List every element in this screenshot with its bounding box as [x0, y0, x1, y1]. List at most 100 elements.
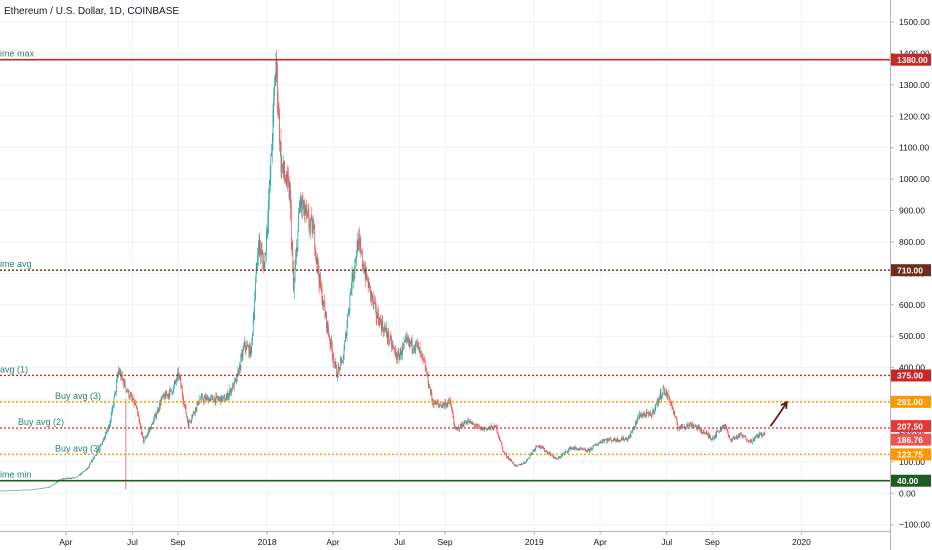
candle [149, 426, 151, 432]
candle [424, 358, 426, 373]
candle-body [489, 426, 490, 428]
candle [18, 490, 20, 491]
candle-body [583, 448, 585, 450]
candle [759, 431, 761, 438]
candle [589, 449, 591, 453]
candle-body [486, 428, 488, 430]
candle [200, 396, 201, 400]
candle-body [426, 369, 428, 376]
candle-body [15, 490, 16, 491]
candle [154, 413, 155, 423]
candle [564, 450, 566, 454]
candle-body [105, 434, 106, 438]
trend-arrow[interactable] [769, 400, 788, 427]
candle [735, 436, 736, 440]
price-tag-bg [891, 420, 931, 433]
candle-body [167, 394, 168, 397]
candle-body [320, 287, 322, 289]
price-axis[interactable]: −100.000.00100.00200.00300.00400.00500.0… [890, 0, 932, 550]
candle-body [468, 420, 469, 422]
candle [689, 421, 691, 425]
candle [666, 389, 668, 399]
candle-body [529, 455, 531, 458]
candle-body [112, 406, 114, 410]
candle [427, 371, 429, 388]
candle [698, 423, 700, 429]
candle [287, 165, 288, 192]
candle [218, 395, 220, 402]
candle-body [640, 416, 642, 417]
candle [372, 293, 373, 305]
candle-body [550, 454, 552, 456]
time-axis[interactable]: Apr Jul Sep 2018 Apr Jul Sep 2019 Apr Jul Sep 2020 [0, 531, 890, 550]
candle-body [116, 376, 118, 383]
candle-body [122, 378, 124, 381]
candle-body [177, 371, 179, 375]
candle [62, 478, 64, 480]
candle-body [622, 437, 624, 440]
candle-body [207, 397, 209, 403]
candle-body [277, 65, 278, 101]
candle [343, 344, 345, 360]
candle-body [20, 490, 22, 491]
candle [337, 362, 339, 379]
candle [389, 333, 391, 344]
candle [719, 426, 721, 433]
candle [415, 340, 417, 355]
candle-body [326, 312, 327, 328]
candle-body [461, 423, 463, 427]
candle-body [249, 345, 250, 355]
candle-body [532, 450, 534, 453]
candle [252, 312, 254, 337]
candle [20, 489, 21, 491]
candle-body [252, 333, 253, 340]
candle [152, 420, 154, 426]
candle [201, 393, 203, 397]
candle [667, 389, 669, 398]
candle [708, 433, 710, 440]
price-tag-label: 207.50 [897, 421, 923, 431]
candle [355, 256, 357, 264]
candle [490, 423, 492, 431]
candle [197, 399, 199, 406]
candle-body [719, 431, 720, 433]
candle-body [45, 487, 47, 489]
candle [322, 295, 324, 310]
candle [312, 214, 314, 234]
price-tag-bg [891, 53, 931, 66]
candle [147, 431, 149, 436]
candle-body [224, 396, 226, 402]
candle-body [208, 398, 209, 403]
candle-body [273, 95, 275, 110]
candle [265, 251, 267, 256]
candle-body [447, 402, 449, 406]
candle [401, 350, 403, 361]
candle-body [424, 362, 426, 370]
candle [318, 258, 319, 277]
candlestick-series [0, 49, 766, 492]
candle [749, 438, 751, 444]
candle-body [615, 440, 616, 441]
candle-body [129, 394, 131, 398]
candle-body [582, 449, 583, 450]
candle-body [353, 270, 355, 275]
candle-body [236, 373, 238, 382]
candle-body [93, 457, 95, 459]
candle [750, 439, 752, 443]
candle-body [451, 409, 453, 414]
candle [561, 455, 562, 458]
candle [171, 390, 173, 396]
candle [629, 434, 630, 440]
candle-body [450, 401, 452, 407]
price-tag: 1380.00 [891, 53, 931, 66]
candle [294, 260, 296, 283]
candle [474, 424, 476, 430]
candle [39, 488, 40, 490]
candle [100, 443, 102, 446]
candle [165, 390, 167, 396]
candle-body [145, 437, 146, 439]
candle [394, 347, 395, 355]
candle-body [305, 208, 307, 214]
candle [7, 490, 9, 492]
